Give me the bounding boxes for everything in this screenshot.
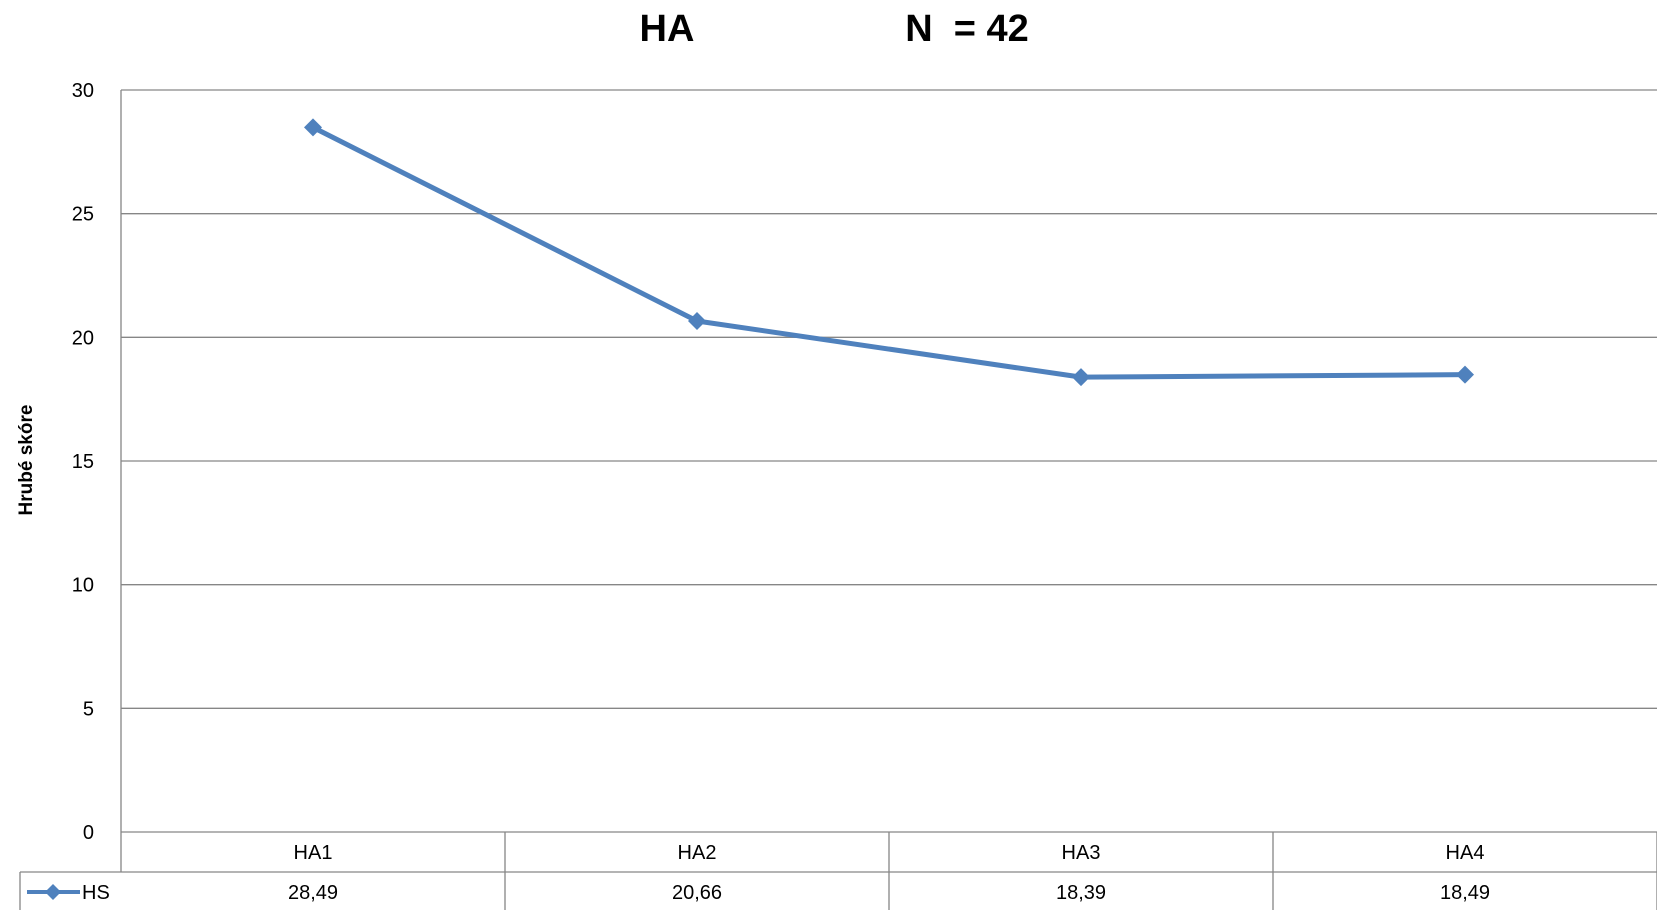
category-label: HA2 [678, 842, 717, 864]
legend-label: HS [82, 882, 110, 904]
y-tick-label: 30 [72, 80, 94, 102]
data-table-value: 18,39 [1056, 882, 1106, 904]
chart-title: HA [640, 8, 695, 50]
y-tick-label: 25 [72, 204, 94, 226]
gridlines [120, 89, 1657, 872]
y-tick-label: 5 [83, 698, 94, 720]
data-point-marker [304, 118, 322, 137]
data-table: HA1 HA2 HA3 HA4 HS 28,49 20,66 18,39 18,49 [19, 832, 1657, 912]
category-label: HA3 [1062, 842, 1101, 864]
chart-subtitle: N = 42 [905, 8, 1029, 50]
y-tick-label: 10 [72, 575, 94, 597]
data-point-marker [688, 312, 706, 331]
data-table-value: 28,49 [288, 882, 338, 904]
y-axis-label: Hrubé skóre [16, 405, 37, 516]
y-tick-label: 0 [83, 822, 94, 844]
series-line [311, 125, 1466, 380]
y-tick-label: 15 [72, 451, 94, 473]
legend-marker [45, 884, 61, 900]
data-point-marker [1456, 365, 1474, 384]
category-label: HA1 [294, 842, 333, 864]
data-point-marker [1072, 368, 1090, 387]
data-table-value: 18,49 [1440, 882, 1490, 904]
y-tick-label: 20 [72, 327, 94, 349]
y-axis-ticks: 0 5 10 15 20 25 30 [72, 80, 94, 844]
data-table-value: 20,66 [672, 882, 722, 904]
category-label: HA4 [1446, 842, 1485, 864]
series-layer [304, 118, 1474, 387]
